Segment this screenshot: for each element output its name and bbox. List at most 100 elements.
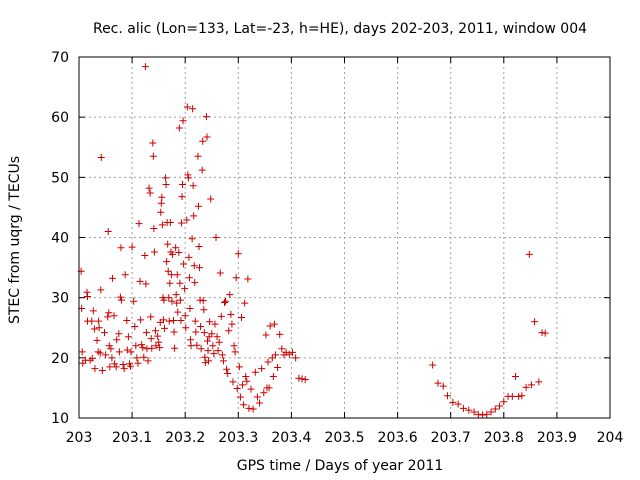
data-point <box>188 235 196 243</box>
data-point <box>149 152 157 160</box>
data-point <box>166 218 174 226</box>
data-point <box>78 348 86 356</box>
data-point <box>95 324 103 332</box>
chart-title: Rec. alic (Lon=133, Lat=-23, h=HE), days… <box>93 21 587 37</box>
data-point <box>108 274 116 282</box>
data-point <box>220 298 228 306</box>
data-point <box>149 139 157 147</box>
data-point <box>115 348 123 356</box>
data-point <box>183 216 191 224</box>
y-axis-label: STEC from uqrg / TECUs <box>7 156 23 324</box>
data-point <box>107 345 115 353</box>
data-point <box>130 297 138 305</box>
data-point <box>145 184 153 192</box>
data-point <box>154 332 162 340</box>
data-point <box>229 378 237 386</box>
data-point <box>133 354 141 362</box>
data-point <box>158 221 166 229</box>
data-point <box>201 353 209 361</box>
x-tick-label: 203 <box>66 430 93 446</box>
data-point <box>202 113 210 121</box>
x-tick-label: 203.2 <box>165 430 205 446</box>
data-point <box>434 379 442 387</box>
data-point <box>223 365 231 373</box>
data-point <box>224 369 232 377</box>
x-tick-label: 204 <box>597 430 624 446</box>
data-point <box>215 338 223 346</box>
data-point <box>240 401 248 409</box>
data-point <box>265 384 273 392</box>
data-point <box>146 189 154 197</box>
data-point <box>89 307 97 315</box>
data-point <box>178 193 186 201</box>
data-point <box>218 351 226 359</box>
data-point <box>216 269 224 277</box>
data-point <box>106 363 114 371</box>
data-point <box>110 312 118 320</box>
data-point <box>172 291 180 299</box>
data-point <box>165 294 173 302</box>
x-tick-label: 203.1 <box>112 430 152 446</box>
data-point <box>143 345 151 353</box>
data-point <box>160 296 168 304</box>
data-point <box>175 124 183 132</box>
y-tick-label: 40 <box>51 231 69 247</box>
data-point <box>113 336 121 344</box>
data-point <box>88 354 96 362</box>
data-point <box>479 411 487 419</box>
x-tick-label: 203.4 <box>271 430 311 446</box>
data-point <box>116 293 124 301</box>
data-point <box>500 398 508 406</box>
data-point <box>168 250 176 258</box>
data-point <box>538 329 546 337</box>
data-point <box>105 342 113 350</box>
data-point <box>439 382 447 390</box>
data-point <box>166 279 174 287</box>
grid <box>79 57 610 418</box>
data-point <box>189 105 197 113</box>
data-point <box>176 296 184 304</box>
data-point <box>91 365 99 373</box>
data-point <box>181 312 189 320</box>
data-point <box>147 335 155 343</box>
data-point <box>156 344 164 352</box>
data-point <box>197 345 205 353</box>
data-point <box>196 264 204 272</box>
data-point <box>208 330 216 338</box>
data-point <box>172 244 180 252</box>
x-tick-label: 203.8 <box>484 430 524 446</box>
data-point <box>162 174 170 182</box>
data-point <box>194 152 202 160</box>
data-point <box>180 260 188 268</box>
data-point <box>205 357 213 365</box>
x-tick-label: 203.9 <box>537 430 577 446</box>
data-point <box>158 193 166 201</box>
data-point <box>159 316 167 324</box>
data-point <box>201 359 209 367</box>
data-point <box>198 166 206 174</box>
data-point <box>219 357 227 365</box>
data-point <box>120 365 128 373</box>
data-point <box>470 408 478 416</box>
data-point <box>199 137 207 145</box>
y-tick-label: 50 <box>51 170 69 186</box>
data-point <box>185 253 193 261</box>
data-point <box>251 368 259 376</box>
data-point <box>147 313 155 321</box>
data-point <box>230 342 238 350</box>
data-point <box>102 351 110 359</box>
data-point <box>210 350 218 358</box>
data-point <box>449 398 457 406</box>
data-point <box>200 306 208 314</box>
data-point <box>196 296 204 304</box>
data-point <box>541 329 549 337</box>
data-point <box>170 328 178 336</box>
data-point <box>100 329 108 337</box>
data-point <box>137 316 145 324</box>
data-point <box>204 347 212 355</box>
data-point <box>535 378 543 386</box>
data-point <box>95 317 103 325</box>
data-point <box>148 344 156 352</box>
data-point <box>191 279 199 287</box>
data-point <box>163 258 171 266</box>
